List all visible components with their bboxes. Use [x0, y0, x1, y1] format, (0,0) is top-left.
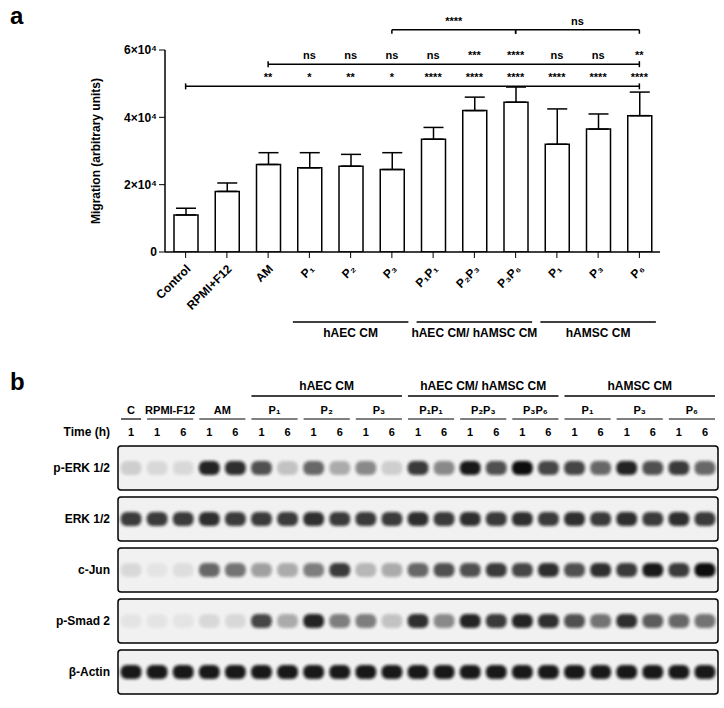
svg-text:6: 6 — [180, 426, 186, 438]
svg-text:P₆: P₆ — [686, 404, 698, 416]
svg-text:β-Actin: β-Actin — [69, 665, 110, 679]
svg-text:6: 6 — [598, 426, 604, 438]
svg-text:P₃P₆: P₃P₆ — [523, 404, 548, 416]
svg-text:P₆: P₆ — [628, 262, 647, 281]
svg-text:6: 6 — [285, 426, 291, 438]
svg-text:1: 1 — [128, 426, 134, 438]
svg-text:ns: ns — [385, 49, 398, 61]
svg-text:b: b — [10, 368, 25, 395]
svg-text:hAEC CM/ hAMSC CM: hAEC CM/ hAMSC CM — [411, 326, 537, 340]
svg-text:1: 1 — [676, 426, 682, 438]
svg-text:P₃: P₃ — [373, 404, 385, 416]
svg-text:1: 1 — [519, 426, 525, 438]
svg-text:ns: ns — [427, 49, 440, 61]
svg-text:ns: ns — [592, 49, 605, 61]
svg-text:RPMI-F12: RPMI-F12 — [145, 404, 195, 416]
svg-text:1: 1 — [258, 426, 264, 438]
svg-text:P₃: P₃ — [586, 262, 605, 281]
svg-text:AM: AM — [214, 404, 231, 416]
svg-text:hAEC CM/ hAMSC CM: hAEC CM/ hAMSC CM — [420, 379, 546, 393]
svg-text:P₁: P₁ — [269, 404, 281, 416]
svg-text:hAEC CM: hAEC CM — [299, 379, 354, 393]
svg-text:0: 0 — [150, 245, 157, 259]
svg-text:****: **** — [445, 15, 463, 27]
svg-text:ns: ns — [344, 49, 357, 61]
svg-text:P₁P₁: P₁P₁ — [419, 404, 443, 416]
svg-text:6: 6 — [702, 426, 708, 438]
svg-text:1: 1 — [571, 426, 577, 438]
svg-text:P₃: P₃ — [634, 404, 646, 416]
svg-text:P₁: P₁ — [546, 262, 565, 281]
svg-text:1: 1 — [624, 426, 630, 438]
svg-text:p-Smad 2: p-Smad 2 — [56, 614, 110, 628]
svg-text:*: * — [390, 71, 395, 83]
svg-text:1: 1 — [363, 426, 369, 438]
svg-text:1: 1 — [311, 426, 317, 438]
svg-text:6: 6 — [232, 426, 238, 438]
svg-text:****: **** — [631, 71, 649, 83]
svg-text:P₂: P₂ — [321, 404, 333, 416]
svg-text:6×10⁴: 6×10⁴ — [124, 43, 157, 57]
svg-text:****: **** — [590, 71, 608, 83]
svg-text:**: ** — [264, 71, 273, 83]
svg-text:6: 6 — [493, 426, 499, 438]
svg-text:****: **** — [425, 71, 443, 83]
svg-text:P₂P₃: P₂P₃ — [471, 404, 496, 416]
svg-text:***: *** — [468, 49, 482, 61]
svg-text:Time (h): Time (h) — [64, 425, 110, 439]
svg-text:ERK 1/2: ERK 1/2 — [65, 512, 111, 526]
svg-text:****: **** — [507, 49, 525, 61]
svg-text:4×10⁴: 4×10⁴ — [124, 111, 157, 125]
svg-text:hAEC CM: hAEC CM — [323, 326, 378, 340]
html-text:a: a — [10, 2, 24, 29]
svg-text:6: 6 — [389, 426, 395, 438]
svg-text:P₃: P₃ — [380, 262, 399, 281]
svg-text:1: 1 — [415, 426, 421, 438]
svg-text:****: **** — [507, 71, 525, 83]
svg-text:P₁: P₁ — [298, 262, 317, 281]
svg-text:P₁: P₁ — [582, 404, 594, 416]
svg-text:RPMI+F12: RPMI+F12 — [184, 262, 235, 313]
svg-text:Control: Control — [153, 262, 193, 302]
svg-text:P₁P₁: P₁P₁ — [413, 262, 441, 290]
svg-text:ns: ns — [303, 49, 316, 61]
svg-text:6: 6 — [337, 426, 343, 438]
svg-text:ns: ns — [571, 15, 584, 27]
svg-text:****: **** — [466, 71, 484, 83]
svg-text:P₃P₆: P₃P₆ — [494, 262, 523, 291]
svg-text:P₂P₃: P₂P₃ — [453, 262, 482, 291]
svg-text:6: 6 — [441, 426, 447, 438]
svg-text:1: 1 — [467, 426, 473, 438]
svg-text:6: 6 — [545, 426, 551, 438]
svg-text:****: **** — [548, 71, 566, 83]
svg-text:c-Jun: c-Jun — [78, 563, 110, 577]
svg-text:p-ERK 1/2: p-ERK 1/2 — [53, 461, 110, 475]
svg-text:ns: ns — [550, 49, 563, 61]
svg-text:6: 6 — [650, 426, 656, 438]
svg-text:hAMSC CM: hAMSC CM — [607, 379, 672, 393]
svg-text:AM: AM — [253, 262, 276, 285]
svg-text:**: ** — [635, 49, 644, 61]
svg-text:Migration (arbitrary units): Migration (arbitrary units) — [89, 78, 103, 224]
svg-text:P₂: P₂ — [339, 262, 358, 281]
svg-text:*: * — [307, 71, 312, 83]
svg-text:hAMSC CM: hAMSC CM — [566, 326, 631, 340]
svg-text:1: 1 — [154, 426, 160, 438]
svg-text:2×10⁴: 2×10⁴ — [124, 178, 157, 192]
svg-text:1: 1 — [206, 426, 212, 438]
svg-text:**: ** — [346, 71, 355, 83]
svg-text:C: C — [127, 404, 135, 416]
